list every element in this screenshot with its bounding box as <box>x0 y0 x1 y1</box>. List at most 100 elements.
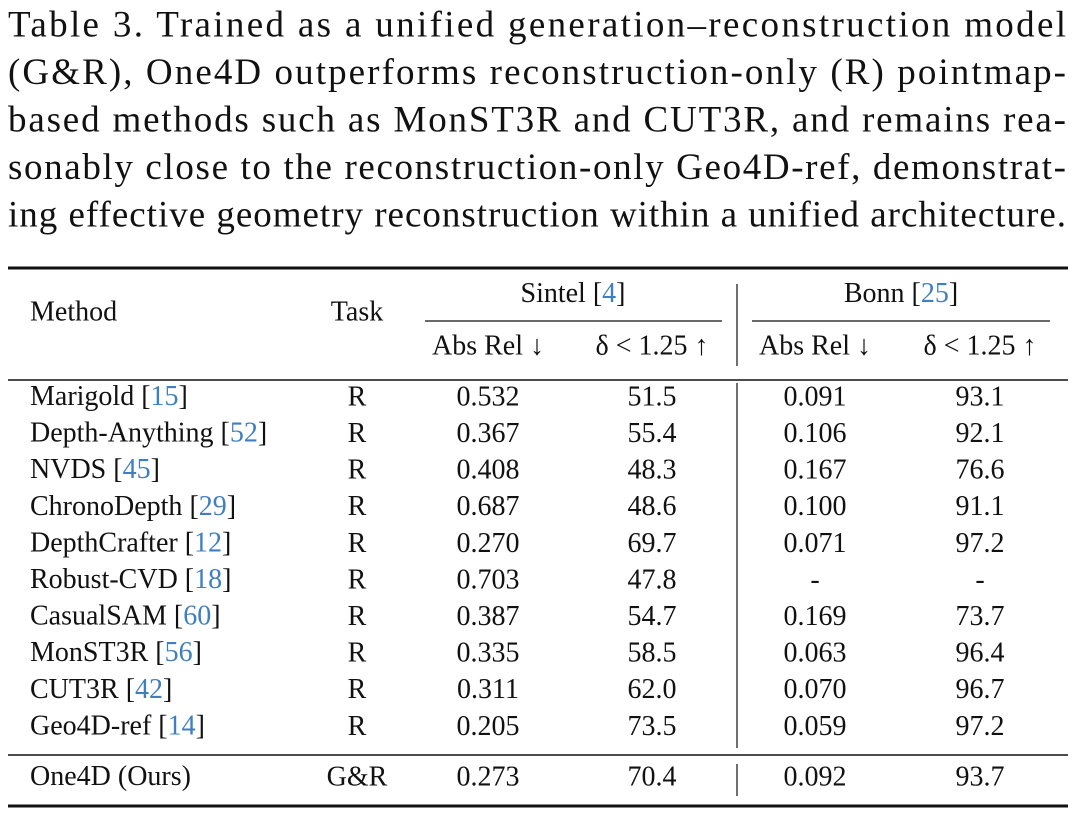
value-cell: 73.7 <box>956 601 1005 632</box>
value-cell: 0.071 <box>784 528 847 559</box>
value-cell: 97.2 <box>956 528 1005 559</box>
method-cell: Geo4D-ref [14] <box>30 711 205 742</box>
bracket: [ <box>912 278 921 309</box>
bracket: ] <box>258 418 267 449</box>
value-cell: 73.5 <box>628 711 677 742</box>
value-cell: 96.4 <box>956 638 1005 669</box>
task-cell: R <box>348 491 367 522</box>
value-cell: 97.2 <box>956 711 1005 742</box>
label: Bonn <box>844 278 905 309</box>
value-cell: 96.7 <box>956 674 1005 705</box>
label: ChronoDepth <box>30 491 182 522</box>
citation: 14 <box>168 711 196 742</box>
citation: 12 <box>194 528 222 559</box>
value-cell: 0.532 <box>457 381 520 412</box>
value-cell: 0.408 <box>457 455 520 486</box>
value-cell: 70.4 <box>628 761 677 792</box>
method-cell: NVDS [45] <box>30 455 160 486</box>
header-metric: Abs Rel ↓ <box>432 330 544 361</box>
value-cell: 0.270 <box>457 528 520 559</box>
header-metric: Abs Rel ↓ <box>759 330 871 361</box>
label: Depth-Anything <box>30 418 214 449</box>
bracket: [ <box>158 711 167 742</box>
bracket: ] <box>222 528 231 559</box>
bracket: ] <box>227 491 236 522</box>
value-cell: 54.7 <box>628 601 677 632</box>
value-cell: 76.6 <box>956 455 1005 486</box>
task-cell: R <box>348 564 367 595</box>
bracket: ] <box>616 278 625 309</box>
label: Sintel <box>521 278 587 309</box>
method-cell: CUT3R [42] <box>30 674 172 705</box>
citation: 4 <box>602 278 616 309</box>
value-cell: 0.205 <box>457 711 520 742</box>
bracket: [ <box>174 601 183 632</box>
value-cell: 62.0 <box>628 674 677 705</box>
value-cell: 0.335 <box>457 638 520 669</box>
bracket: [ <box>189 491 198 522</box>
value-cell: 0.311 <box>457 674 519 705</box>
bracket: ] <box>211 601 220 632</box>
value-cell: 0.387 <box>457 601 520 632</box>
label: CUT3R <box>30 674 119 705</box>
value-cell: 0.367 <box>457 418 520 449</box>
task-cell: G&R <box>327 761 388 792</box>
value-cell: 0.687 <box>457 491 520 522</box>
bracket: ] <box>196 711 205 742</box>
label: One4D (Ours) <box>30 761 191 792</box>
value-cell: 58.5 <box>628 638 677 669</box>
bracket: [ <box>113 455 122 486</box>
value-cell: 51.5 <box>628 381 677 412</box>
caption-line: Table 3. Trained as a unified generation… <box>8 4 1066 45</box>
bracket: ] <box>222 564 231 595</box>
caption-line: ing effective geometry reconstruction wi… <box>8 194 1066 235</box>
value-cell: - <box>810 564 819 595</box>
value-cell: 48.3 <box>628 455 677 486</box>
citation: 56 <box>165 638 193 669</box>
citation: 29 <box>199 491 227 522</box>
value-cell: 93.1 <box>956 381 1005 412</box>
label: Geo4D-ref <box>30 711 152 742</box>
label: MonST3R <box>30 638 149 669</box>
method-cell: Robust-CVD [18] <box>30 564 231 595</box>
method-cell: Depth-Anything [52] <box>30 418 267 449</box>
value-cell: 0.703 <box>457 564 520 595</box>
value-cell: 0.273 <box>457 761 520 792</box>
value-cell: 0.106 <box>784 418 847 449</box>
value-cell: 0.092 <box>784 761 847 792</box>
value-cell: 0.100 <box>784 491 847 522</box>
label: DepthCrafter <box>30 528 178 559</box>
task-cell: R <box>348 711 367 742</box>
task-cell: R <box>348 418 367 449</box>
bracket: ] <box>193 638 202 669</box>
header-metric: δ < 1.25 ↑ <box>924 330 1037 361</box>
bracket: [ <box>126 674 135 705</box>
label: CasualSAM <box>30 601 167 632</box>
value-cell: 48.6 <box>628 491 677 522</box>
value-cell: 55.4 <box>628 418 677 449</box>
bracket: [ <box>141 381 150 412</box>
value-cell: 93.7 <box>956 761 1005 792</box>
value-cell: 0.070 <box>784 674 847 705</box>
bracket: [ <box>155 638 164 669</box>
bracket: ] <box>949 278 958 309</box>
method-cell: MonST3R [56] <box>30 638 202 669</box>
citation: 18 <box>194 564 222 595</box>
method-cell: CasualSAM [60] <box>30 601 221 632</box>
task-cell: R <box>348 455 367 486</box>
value-cell: 0.063 <box>784 638 847 669</box>
label: Marigold <box>30 381 134 412</box>
citation: 15 <box>151 381 179 412</box>
value-cell: 69.7 <box>628 528 677 559</box>
task-cell: R <box>348 381 367 412</box>
label: Robust-CVD <box>30 564 178 595</box>
value-cell: 47.8 <box>628 564 677 595</box>
citation: 45 <box>123 455 151 486</box>
citation: 60 <box>183 601 211 632</box>
header-metric: δ < 1.25 ↑ <box>596 330 709 361</box>
value-cell: 0.059 <box>784 711 847 742</box>
caption-line: based methods such as MonST3R and CUT3R,… <box>8 99 1066 140</box>
header-method: Method <box>30 296 117 327</box>
